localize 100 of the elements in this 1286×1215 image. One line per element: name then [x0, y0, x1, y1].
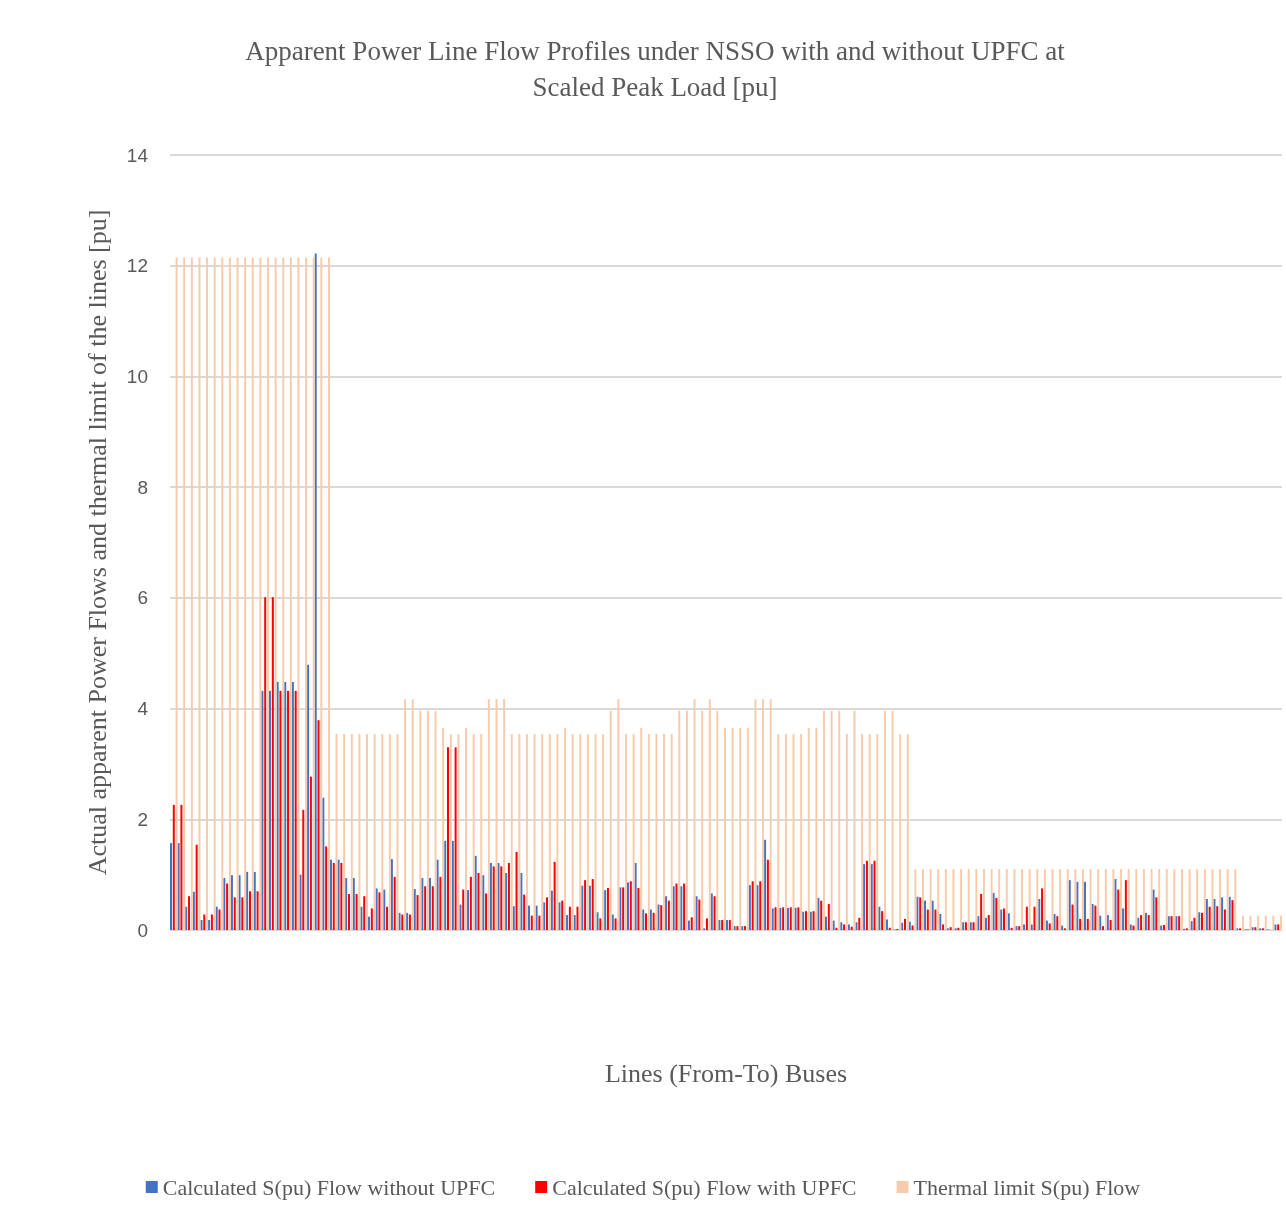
- bar: [459, 904, 462, 930]
- bar: [1196, 869, 1199, 930]
- bar: [467, 890, 470, 930]
- bar: [581, 885, 584, 930]
- bar: [716, 710, 719, 930]
- bar: [1005, 869, 1008, 930]
- bar: [934, 909, 937, 930]
- bar: [271, 597, 274, 930]
- bar: [1097, 869, 1100, 930]
- bar: [602, 734, 605, 930]
- bar: [469, 876, 472, 930]
- bar: [383, 889, 386, 930]
- bar: [302, 809, 305, 930]
- bar: [421, 877, 424, 930]
- bar: [784, 734, 787, 930]
- bar: [883, 710, 886, 930]
- bar: [256, 891, 259, 930]
- bar: [769, 699, 772, 930]
- bar: [1038, 899, 1041, 930]
- bar: [462, 889, 465, 930]
- bar: [624, 734, 627, 930]
- bar: [1205, 899, 1208, 930]
- bar: [825, 916, 828, 930]
- bar: [609, 710, 612, 930]
- bar: [670, 734, 673, 930]
- bar: [762, 699, 765, 930]
- bar: [885, 919, 888, 930]
- bar: [221, 257, 224, 930]
- y-tick-label: 10: [126, 365, 148, 387]
- bar: [1257, 915, 1260, 930]
- bar: [1124, 880, 1127, 930]
- bar: [571, 734, 574, 930]
- bar: [413, 889, 416, 930]
- bar: [1051, 869, 1054, 930]
- bar: [1135, 869, 1138, 930]
- bar: [1117, 889, 1120, 930]
- bar: [1033, 906, 1036, 930]
- bar: [358, 734, 361, 930]
- bar: [1076, 881, 1079, 930]
- bar: [206, 257, 209, 930]
- bar: [180, 804, 183, 930]
- bar: [1223, 909, 1226, 930]
- bar: [992, 892, 995, 930]
- bar: [634, 863, 637, 930]
- bar: [1193, 917, 1196, 930]
- bar: [325, 846, 328, 930]
- bar: [340, 863, 343, 930]
- bar: [472, 734, 475, 930]
- bar: [922, 869, 925, 930]
- bar: [327, 257, 330, 930]
- bar: [322, 797, 325, 930]
- bar: [891, 710, 894, 930]
- bar: [678, 710, 681, 930]
- bar: [487, 699, 490, 930]
- bar: [1043, 869, 1046, 930]
- bar: [454, 747, 457, 930]
- bar: [223, 877, 226, 930]
- bar: [447, 747, 449, 930]
- bar: [863, 864, 866, 930]
- bar: [1226, 869, 1229, 930]
- bar: [642, 909, 645, 930]
- bar: [226, 883, 229, 930]
- bar: [320, 257, 323, 930]
- bar: [1264, 915, 1267, 930]
- bar: [1086, 918, 1089, 930]
- bar: [858, 917, 861, 930]
- bar: [276, 682, 279, 930]
- bar: [881, 911, 884, 930]
- bar: [363, 896, 366, 930]
- bar: [568, 906, 571, 930]
- bar: [1180, 869, 1183, 930]
- bar: [485, 893, 488, 930]
- bar: [177, 843, 180, 930]
- bar: [477, 872, 480, 930]
- bar: [701, 710, 704, 930]
- bar: [764, 839, 767, 930]
- bar: [1114, 879, 1117, 930]
- bar: [708, 699, 711, 930]
- bar: [347, 894, 350, 930]
- bar: [1041, 888, 1044, 930]
- bar: [170, 843, 173, 930]
- bar: [1028, 869, 1031, 930]
- bar: [428, 877, 431, 930]
- bar: [233, 897, 236, 930]
- bar: [200, 920, 203, 930]
- bar: [426, 710, 429, 930]
- bar: [1188, 869, 1191, 930]
- bar: [1122, 908, 1125, 930]
- bar: [777, 734, 780, 930]
- bar: [480, 734, 483, 930]
- bar: [647, 734, 650, 930]
- bar: [548, 734, 551, 930]
- bar: [614, 918, 617, 930]
- bar: [632, 734, 635, 930]
- bar: [527, 905, 530, 930]
- bar: [853, 710, 856, 930]
- bar: [378, 892, 381, 930]
- bar: [556, 734, 559, 930]
- bar: [1152, 889, 1155, 930]
- bar: [386, 906, 389, 930]
